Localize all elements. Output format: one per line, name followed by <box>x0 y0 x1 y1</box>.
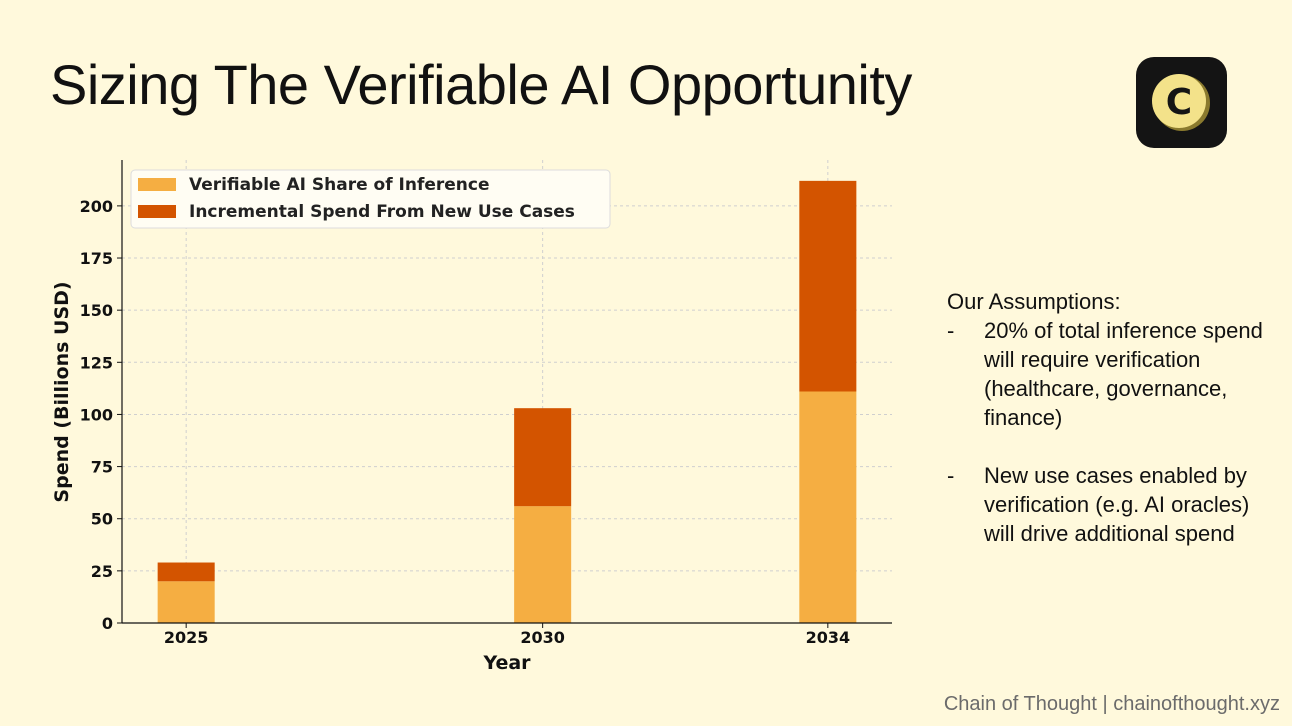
bar-incremental-2030 <box>514 408 572 507</box>
y-axis-label: Spend (Billions USD) <box>51 281 73 502</box>
y-tick-label: 125 <box>80 353 113 372</box>
bar-verifiable-2034 <box>799 391 857 623</box>
y-tick-label: 150 <box>80 301 113 320</box>
bar-verifiable-2025 <box>157 581 215 623</box>
y-tick-label: 175 <box>80 249 113 268</box>
footer-credit: Chain of Thought | chainofthought.xyz <box>943 693 1280 715</box>
axes <box>117 160 892 628</box>
bar-incremental-2034 <box>799 180 857 392</box>
x-tick-label: 2034 <box>806 628 851 647</box>
y-tick-label: 25 <box>91 562 113 581</box>
assumption-item: -20% of total inference spend will requi… <box>947 318 1263 430</box>
bar-verifiable-2030 <box>514 506 572 623</box>
y-tick-label: 200 <box>80 197 113 216</box>
assumptions-heading: Our Assumptions: <box>947 289 1121 314</box>
logo-letter: C <box>1166 82 1192 123</box>
y-tick-label: 50 <box>91 510 113 529</box>
grid-lines <box>122 160 892 624</box>
y-tick-label: 75 <box>91 458 113 477</box>
assumption-text: New use cases enabled by verification (e… <box>984 463 1250 546</box>
tick-labels: 0 25 50 75 100 125 150 175 200 2025 2030 2034 <box>80 197 851 647</box>
y-tick-label: 100 <box>80 405 113 424</box>
y-tick-label: 0 <box>102 614 113 633</box>
assumption-text: 20% of total inference spend will requir… <box>984 318 1263 430</box>
legend-swatch-verifiable <box>138 178 176 191</box>
x-tick-label: 2025 <box>164 628 209 647</box>
x-axis-label: Year <box>482 652 531 674</box>
x-tick-label: 2030 <box>520 628 565 647</box>
legend-label-verifiable: Verifiable AI Share of Inference <box>189 175 490 195</box>
legend-swatch-incremental <box>138 205 176 218</box>
assumptions-list: -20% of total inference spend will requi… <box>947 316 1267 548</box>
assumptions-panel: Our Assumptions: -20% of total inference… <box>947 287 1267 577</box>
assumption-item: - New use cases enabled by verification (… <box>947 463 1250 546</box>
chain-of-thought-logo-icon: C <box>1136 57 1227 148</box>
legend: Verifiable AI Share of Inference Increme… <box>130 169 611 229</box>
bar-incremental-2025 <box>157 562 215 582</box>
bars <box>157 180 857 623</box>
legend-label-incremental: Incremental Spend From New Use Cases <box>189 202 575 222</box>
logo: C <box>1136 57 1227 148</box>
page-title: Sizing The Verifiable AI Opportunity <box>50 53 912 116</box>
